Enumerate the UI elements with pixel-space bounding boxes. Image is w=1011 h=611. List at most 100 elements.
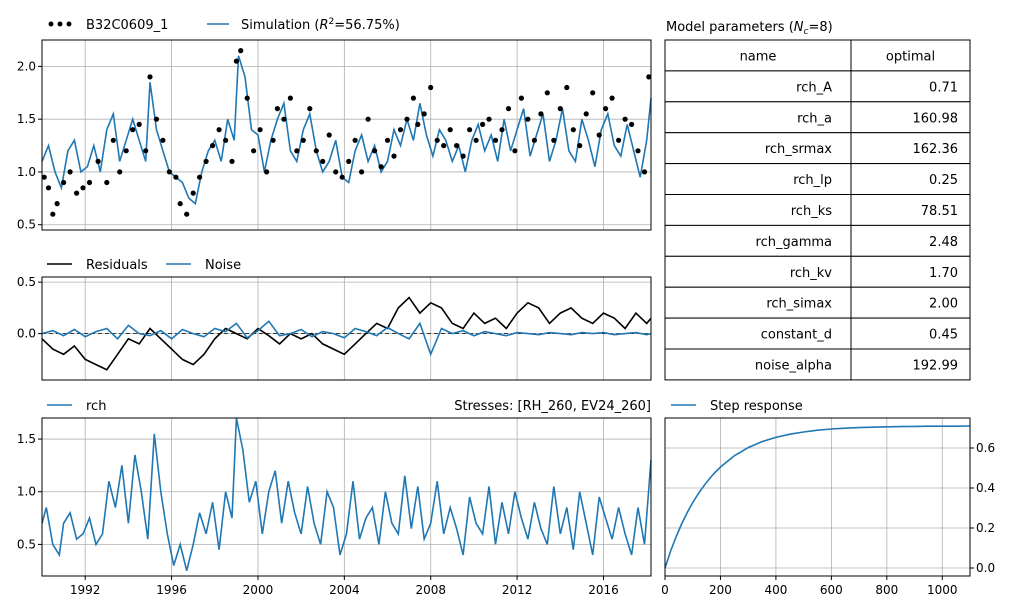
observed-point (320, 158, 326, 164)
table-param-value: 192.99 (913, 358, 959, 373)
legend-main: B32C0609_1 Simulation (R2=56.75%) (48, 17, 400, 33)
observed-point (583, 111, 589, 117)
main-yticks: 2.0 1.5 1.0 0.5 (17, 59, 42, 232)
main-axes-frame (41, 39, 652, 231)
table-param-name: rch_simax (766, 297, 832, 312)
observed-point (307, 106, 313, 112)
observed-point (622, 116, 628, 122)
step-yticks: 0.6 0.4 0.2 0.0 (970, 441, 995, 575)
y-tick-label: 0.4 (976, 481, 995, 495)
table-title: Model parameters (Nc=8) (666, 20, 833, 37)
observed-point (551, 137, 557, 143)
table-value-cell (850, 132, 971, 165)
observed-point (629, 121, 635, 127)
observed-point (210, 143, 216, 149)
x-tick-label: 0 (661, 583, 669, 597)
table-param-name: constant_d (761, 328, 832, 343)
table-value-cell (850, 286, 971, 319)
table-name-cell (664, 286, 852, 319)
observed-point (467, 127, 473, 133)
x-tick-label: 2008 (415, 583, 446, 597)
legend-residuals-label: Residuals (86, 258, 148, 273)
observed-point (447, 127, 453, 133)
observed-point (512, 148, 518, 154)
observed-point (544, 90, 550, 96)
observed-point (229, 158, 235, 164)
table-param-value: 0.45 (929, 328, 958, 343)
step-series (664, 425, 971, 569)
observed-point (223, 137, 229, 143)
observed-point (421, 111, 427, 117)
observed-point (143, 148, 149, 154)
observed-point (294, 148, 300, 154)
table-param-value: 1.70 (929, 266, 958, 281)
observed-point (86, 179, 93, 186)
legend-simulation-label: Simulation (R2=56.75%) (241, 17, 400, 33)
observed-point (616, 137, 622, 143)
observed-point (166, 169, 172, 175)
y-tick-label: 0.2 (976, 521, 995, 535)
legend-rch: rch (47, 399, 106, 414)
observed-point (67, 169, 73, 175)
table-param-value: 2.00 (929, 297, 958, 312)
observed-point (326, 132, 332, 138)
observed-point (384, 137, 391, 143)
main-panel: B32C0609_1 Simulation (R2=56.75%) 2.0 1.5… (17, 17, 652, 232)
observed-point (460, 153, 466, 159)
residuals-axes-frame (41, 276, 652, 381)
y-tick-label: 0.6 (976, 441, 995, 455)
observed-point (538, 111, 544, 117)
step-panel: Step response 0 200 400 600 800 1000 0.60.40.… (661, 399, 995, 597)
observed-point (45, 185, 52, 191)
simulation-series (41, 55, 652, 206)
observed-point (404, 116, 410, 122)
table-param-name: noise_alpha (755, 358, 832, 373)
observed-point (473, 137, 479, 143)
legend-residuals: Residuals Noise (47, 258, 241, 273)
table-name-cell (664, 224, 852, 257)
observed-point (603, 106, 609, 112)
table-name-cell (664, 163, 852, 196)
x-tick-label: 1996 (156, 583, 187, 597)
observed-point (646, 74, 652, 80)
x-tick-label: 1000 (927, 583, 958, 597)
observed-point (531, 137, 538, 143)
y-tick-label: 0.5 (17, 218, 36, 232)
parameter-table: Model parameters (Nc=8) name optimal rch_A… (664, 20, 971, 381)
step-axes-frame (664, 417, 971, 577)
rch-series (41, 417, 652, 571)
table-name-cell (664, 132, 852, 165)
observed-point (270, 137, 276, 143)
observed-point (238, 48, 244, 54)
observed-point (190, 190, 196, 196)
observed-point (518, 95, 525, 101)
observed-point (251, 148, 257, 154)
legend-observed-marker (48, 21, 54, 27)
x-tick-label: 2012 (502, 583, 533, 597)
legend-observed-marker (57, 21, 63, 27)
observed-point (333, 169, 339, 175)
table-param-name: rch_ks (791, 204, 832, 219)
step-xticks: 0 200 400 600 800 1000 (661, 576, 958, 597)
table-name-cell (664, 317, 852, 350)
observed-point (415, 121, 421, 127)
legend-noise-label: Noise (205, 258, 241, 273)
residuals-panel: Residuals Noise 0.5 0.0 (17, 258, 652, 381)
contribution-xticks: 1992 1996 2000 2004 2008 2012 2016 (70, 576, 619, 597)
y-tick-label: 0.5 (17, 275, 36, 289)
legend-observed-label: B32C0609_1 (86, 18, 168, 33)
observed-series (41, 48, 652, 217)
table-value-cell (850, 348, 971, 381)
x-tick-label: 2016 (588, 583, 619, 597)
legend-step-label: Step response (710, 399, 803, 414)
table-param-name: rch_A (796, 80, 832, 95)
table-header-name: name (740, 49, 777, 64)
observed-point (454, 143, 460, 149)
legend-step: Step response (671, 399, 803, 414)
observed-point (216, 127, 222, 133)
observed-point (313, 148, 319, 154)
observed-point (339, 174, 345, 180)
observed-point (50, 211, 56, 217)
table-header-name-cell (664, 39, 852, 72)
residuals-yticks: 0.5 0.0 (17, 275, 42, 341)
